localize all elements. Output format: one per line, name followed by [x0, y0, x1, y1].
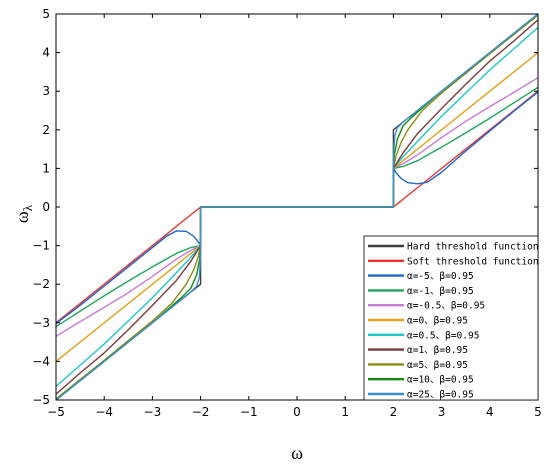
y-axis-title-subscript: λ [20, 204, 35, 211]
legend-item-7: α=0.5、β=0.95 [368, 330, 479, 341]
legend-label: α=0、β=0.95 [407, 316, 468, 327]
y-tick-label: −3 [32, 316, 50, 330]
series-line-11-25-0-95 [56, 14, 538, 400]
x-tick-label: −1 [240, 405, 258, 419]
x-tick-label: 1 [341, 405, 349, 419]
y-tick-label: −2 [32, 277, 50, 291]
y-tick-label: 5 [42, 7, 50, 21]
legend: Hard threshold function Soft threshold fu… [363, 235, 539, 401]
y-tick-label: −5 [32, 393, 50, 407]
x-tick-label: −3 [144, 405, 162, 419]
x-tick-label: −4 [95, 405, 113, 419]
x-tick-label: −5 [47, 405, 65, 419]
y-axis-title-main: ω [12, 211, 32, 223]
legend-item-1: Hard threshold function [368, 242, 539, 253]
legend-item-8: α=1、β=0.95 [368, 345, 468, 356]
x-tick-label: −2 [192, 405, 210, 419]
legend-label: Soft threshold function [407, 256, 539, 267]
y-tick-label: 0 [42, 200, 50, 214]
x-axis: −5 −4 −3 −2 −1 0 1 2 3 4 5 [47, 14, 542, 419]
legend-label: α=0.5、β=0.95 [407, 330, 479, 341]
y-tick-label: 4 [42, 46, 50, 60]
legend-item-6: α=0、β=0.95 [368, 316, 468, 327]
legend-item-9: α=5、β=0.95 [368, 360, 468, 371]
legend-label: α=-1、β=0.95 [407, 286, 474, 297]
legend-label: α=-0.5、β=0.95 [407, 301, 485, 312]
series-layer [56, 14, 538, 400]
legend-item-3: α=-5、β=0.95 [368, 271, 474, 282]
legend-label: α=5、β=0.95 [407, 360, 468, 371]
x-tick-label: 5 [534, 405, 542, 419]
y-tick-label: −1 [32, 239, 50, 253]
x-axis-title: ω [291, 443, 303, 463]
y-tick-label: 3 [42, 84, 50, 98]
y-tick-label: 2 [42, 123, 50, 137]
legend-label: α=-5、β=0.95 [407, 271, 474, 282]
y-axis: −5 −4 −3 −2 −1 0 1 2 3 4 5 [32, 7, 538, 407]
legend-label: α=10、β=0.95 [407, 375, 474, 386]
x-tick-label: 4 [486, 405, 494, 419]
legend-item-11: α=25、β=0.95 [368, 390, 474, 401]
y-axis-title: ωλ [12, 204, 35, 223]
legend-label: α=1、β=0.95 [407, 345, 468, 356]
x-tick-label: 2 [390, 405, 398, 419]
legend-item-10: α=10、β=0.95 [368, 375, 474, 386]
legend-item-2: Soft threshold function [368, 256, 539, 267]
legend-item-4: α=-1、β=0.95 [368, 286, 474, 297]
y-tick-label: −4 [32, 354, 50, 368]
legend-item-5: α=-0.5、β=0.95 [368, 301, 485, 312]
legend-label: Hard threshold function [407, 242, 539, 253]
legend-label: α=25、β=0.95 [407, 390, 474, 401]
x-tick-label: 3 [438, 405, 446, 419]
legend-box [363, 235, 539, 401]
x-tick-label: 0 [293, 405, 301, 419]
y-tick-label: 1 [42, 161, 50, 175]
